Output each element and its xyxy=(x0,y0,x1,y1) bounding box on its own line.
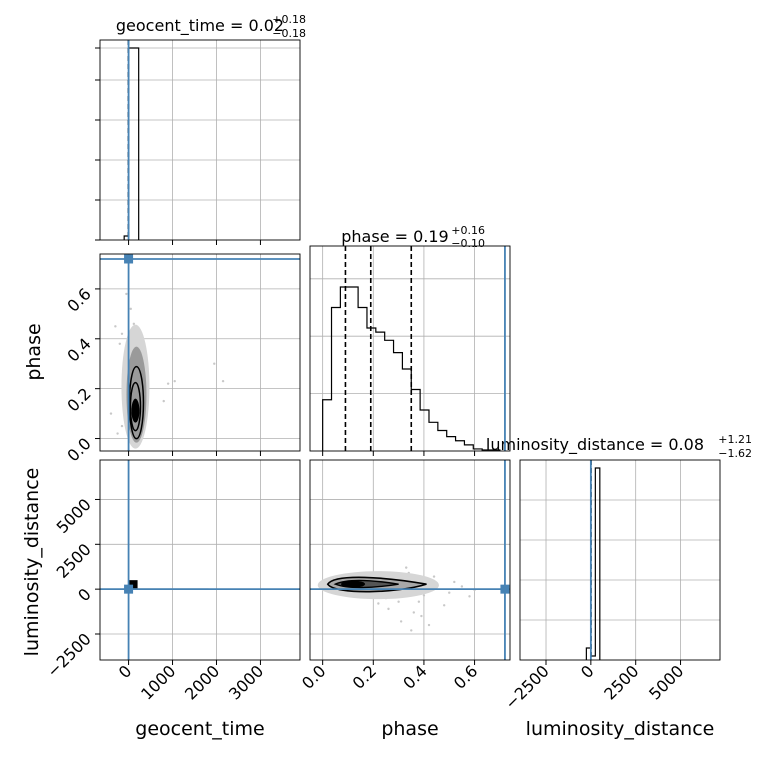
x-tick-label: 2000 xyxy=(181,661,223,703)
sample-point xyxy=(221,379,225,383)
sample-point xyxy=(166,382,170,385)
title-phase-minus: −0.10 xyxy=(451,237,485,250)
histogram-luminosity_distance xyxy=(585,467,601,660)
sample-point xyxy=(420,614,423,618)
axes-frame xyxy=(309,459,511,661)
density-geocent-time-luminosity-distance xyxy=(122,580,209,590)
histogram-phase xyxy=(322,286,501,451)
svg-text:geocent_time = 0.02: geocent_time = 0.02 xyxy=(116,16,284,36)
truth-marker xyxy=(124,254,134,264)
density-core xyxy=(341,580,366,588)
truth-marker xyxy=(124,584,134,594)
sample-point xyxy=(118,342,121,345)
sample-point xyxy=(387,607,390,611)
x-tick-label: 0.4 xyxy=(399,661,430,692)
y-tick-label: 0.6 xyxy=(63,284,94,315)
axes-frame xyxy=(99,459,301,661)
y-tick-label: 0 xyxy=(74,585,95,606)
sample-point xyxy=(397,600,400,603)
sample-point xyxy=(377,602,380,605)
x-axis-label-luminosity-distance: luminosity_distance xyxy=(526,718,715,740)
y-axis-label-luminosity-distance: luminosity_distance xyxy=(21,468,43,657)
sample-point xyxy=(427,623,431,627)
title-luminosity-distance-minus: −1.62 xyxy=(718,447,752,460)
sample-point xyxy=(129,307,132,311)
title-luminosity-distance: luminosity_distance = 0.08 xyxy=(486,435,704,455)
x-tick-label: 3000 xyxy=(225,661,267,703)
title-geocent-time-minus: −0.18 xyxy=(272,27,306,40)
sample-point xyxy=(432,575,436,578)
sample-point xyxy=(173,379,176,383)
sample-point xyxy=(410,629,413,632)
sample-point xyxy=(132,322,136,326)
x-tick-label: −2500 xyxy=(501,661,553,713)
sample-point xyxy=(114,325,117,328)
sample-point xyxy=(109,412,113,415)
x-tick-label: 1000 xyxy=(137,661,179,703)
title-luminosity-distance-plus: +1.21 xyxy=(718,433,752,446)
sample-point xyxy=(125,292,128,296)
y-tick-label: 0.2 xyxy=(63,384,94,415)
contour xyxy=(129,381,142,432)
x-axis-label-phase: phase xyxy=(381,718,438,740)
x-tick-label: 5000 xyxy=(645,661,687,703)
svg-text:luminosity_distance = 0.08: luminosity_distance = 0.08 xyxy=(486,435,704,455)
sample-point xyxy=(442,604,446,607)
x-tick-label: 0 xyxy=(115,661,136,682)
x-tick-label: 2500 xyxy=(600,661,642,703)
title-geocent-time: geocent_time = 0.02 xyxy=(116,16,284,36)
sample-point xyxy=(448,591,451,594)
axes-frame xyxy=(519,459,721,661)
truth-marker xyxy=(500,584,510,594)
sample-point xyxy=(120,332,124,335)
y-tick-label: 0.0 xyxy=(63,434,94,465)
axes-frame xyxy=(309,245,511,452)
axes-frame xyxy=(99,253,301,452)
sample-point xyxy=(468,595,471,598)
density-geocent-time-phase xyxy=(109,292,225,449)
x-axis-label-geocent-time: geocent_time xyxy=(135,718,264,740)
x-tick-label: 0.2 xyxy=(349,661,380,692)
svg-text:phase = 0.19: phase = 0.19 xyxy=(341,227,448,246)
sample-point xyxy=(417,600,421,603)
sample-point xyxy=(120,424,124,428)
sample-point xyxy=(453,580,456,584)
title-phase: phase = 0.19 xyxy=(341,227,448,246)
sample-point xyxy=(399,620,403,623)
sample-point xyxy=(412,611,415,614)
y-tick-label: 0.4 xyxy=(63,334,94,365)
y-axis-label-phase: phase xyxy=(23,323,45,380)
title-geocent-time-plus: +0.18 xyxy=(272,13,306,26)
y-tick-label: 2500 xyxy=(53,540,95,582)
title-phase-plus: +0.16 xyxy=(451,224,485,237)
axes-frame xyxy=(99,39,301,241)
sample-point xyxy=(213,362,216,365)
sample-point xyxy=(405,566,408,569)
x-tick-label: 0.6 xyxy=(450,661,481,692)
sample-point xyxy=(422,594,426,597)
x-tick-label: 0.0 xyxy=(298,661,329,692)
x-tick-label: 0 xyxy=(577,661,598,682)
y-tick-label: 5000 xyxy=(53,495,95,537)
sample-point xyxy=(116,432,119,435)
histogram-geocent_time xyxy=(123,47,140,240)
sample-point xyxy=(460,585,464,588)
sample-point xyxy=(162,399,165,403)
density-core xyxy=(131,398,140,423)
y-tick-label: −2500 xyxy=(43,629,95,681)
density-phase-luminosity-distance xyxy=(317,566,476,632)
